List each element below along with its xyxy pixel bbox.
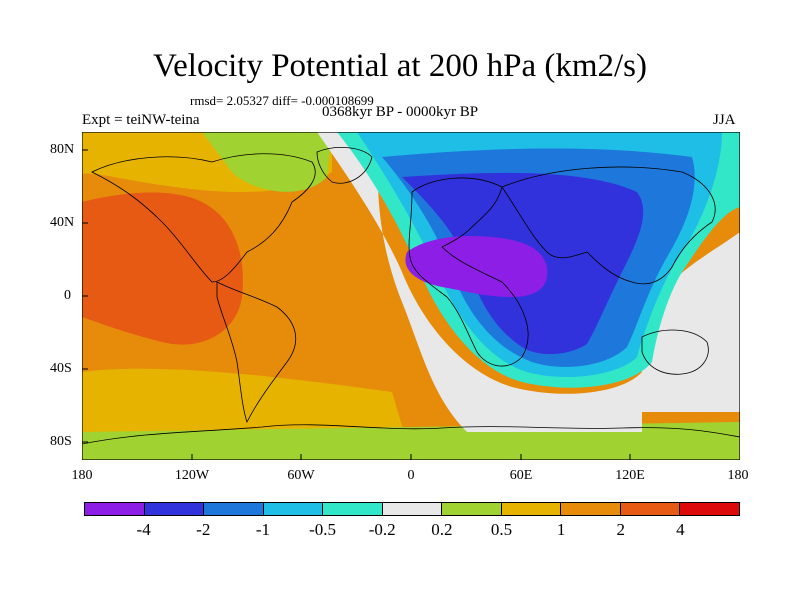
- coast-north-america: [91, 153, 316, 283]
- field-purple: [405, 235, 548, 297]
- coast-south-america: [216, 281, 296, 424]
- chart-title: Velocity Potential at 200 hPa (km2/s): [152, 48, 648, 84]
- experiment-label: Expt = teiNW-teina: [82, 112, 200, 128]
- colorbar-swatch: [561, 503, 621, 515]
- colorbar-label: 4: [676, 520, 685, 539]
- colorbar-label: 1: [556, 520, 566, 539]
- colorbar-label: -4: [136, 520, 151, 539]
- colorbar-swatch: [382, 503, 443, 515]
- lon-label-180w: 180: [71, 468, 93, 483]
- colorbar-label: -0.5: [309, 520, 336, 539]
- lat-label-0: 0: [64, 288, 71, 303]
- colorbar-label: 0.2: [431, 520, 453, 539]
- colorbar-swatch: [620, 503, 681, 515]
- field-green-arctic: [202, 132, 332, 192]
- lon-label-60e: 60E: [509, 468, 533, 483]
- colorbar-swatch: [204, 503, 264, 515]
- coast-greenland: [316, 147, 373, 184]
- colorbar-label: -2: [196, 520, 211, 539]
- colorbar-label: 0.5: [490, 520, 513, 539]
- colorbar-swatch: [263, 503, 324, 515]
- lon-label-180e: 180: [727, 468, 749, 483]
- lat-label-40s: 40S: [50, 361, 72, 376]
- colorbar-label: 2: [616, 520, 625, 539]
- colorbar-swatch: [501, 503, 562, 515]
- coast-africa-europe: [408, 177, 529, 367]
- coast-australia: [641, 329, 709, 375]
- colorbar-label: -1: [255, 520, 270, 539]
- lon-label-120e: 120E: [615, 468, 645, 483]
- field-white-band: [317, 132, 740, 432]
- season-label: JJA: [713, 112, 736, 128]
- lat-label-80s: 80S: [50, 434, 72, 449]
- field-red-pacific: [82, 192, 243, 345]
- coast-antarctica: [82, 424, 740, 445]
- colorbar-swatch: [85, 503, 145, 515]
- colorbar-swatch: [144, 503, 205, 515]
- coast-asia: [501, 166, 716, 285]
- colorbar-swatch: [680, 503, 740, 515]
- lon-label-120w: 120W: [174, 468, 210, 483]
- lat-label-80n: 80N: [50, 142, 75, 157]
- colorbar-label: -0.2: [368, 520, 396, 539]
- rmsd-diff-stats: rmsd= 2.05327 diff= -0.000108699: [190, 93, 374, 108]
- colorbar-swatch: [323, 503, 383, 515]
- lon-label-60w: 60W: [287, 468, 315, 483]
- colorbar: [84, 502, 740, 516]
- lat-label-40n: 40N: [50, 215, 75, 230]
- velocity-potential-map: [82, 132, 740, 460]
- colorbar-swatch: [442, 503, 502, 515]
- lon-label-0: 0: [407, 468, 415, 483]
- period-label: 0368kyr BP - 0000kyr BP: [322, 104, 479, 120]
